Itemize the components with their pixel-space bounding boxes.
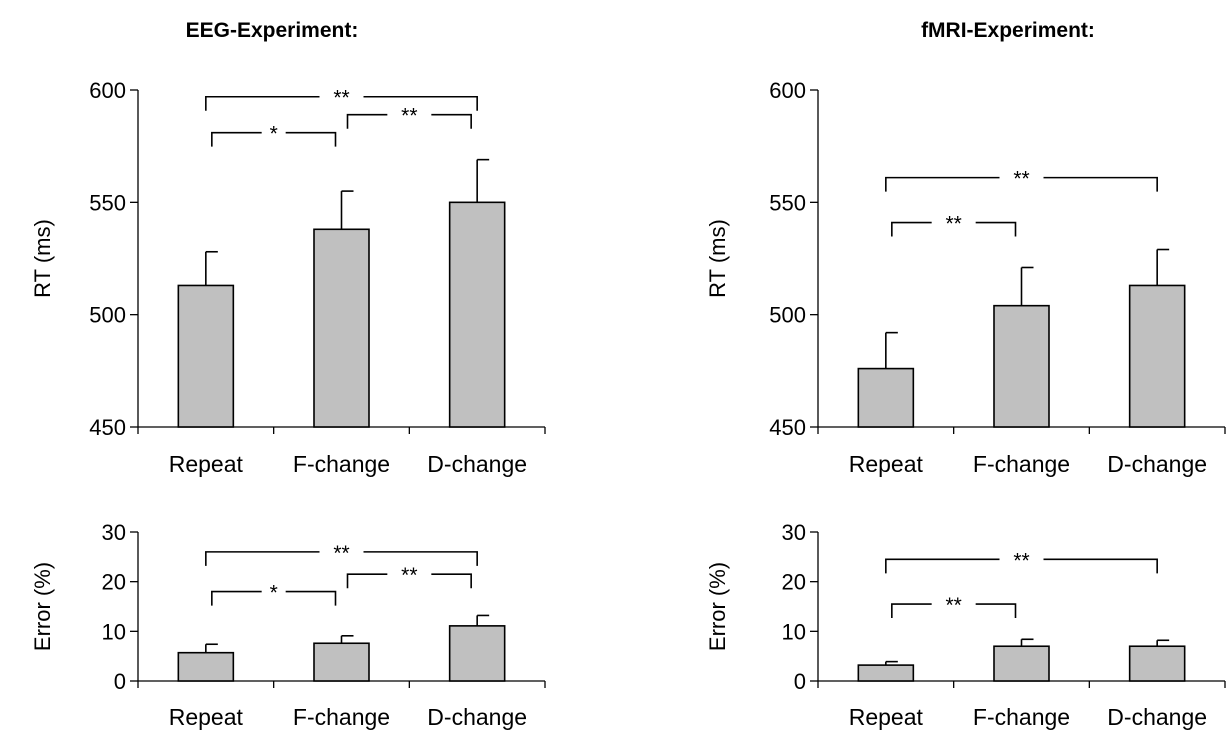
eeg-error-category-label-d-change: D-change	[427, 704, 527, 730]
fmri-rt-y-tick-label: 450	[769, 415, 806, 440]
eeg-error-bar-d-change	[448, 625, 506, 682]
fmri-rt-y-axis-title: RT (ms)	[705, 219, 730, 298]
fmri-error-category-label-repeat: Repeat	[849, 704, 924, 730]
fmri-error-y-tick-label: 10	[782, 619, 806, 644]
eeg-rt-bar-d-change	[448, 201, 506, 428]
eeg-rt-category-label-f-change: F-change	[293, 451, 390, 477]
eeg-rt-significance-repeat-f-change-label: *	[270, 123, 278, 146]
eeg-rt-chart: 450 500 550 600 Repeat F-change D-change RT (ms…	[30, 78, 546, 477]
eeg-error-significance-repeat-d-change-label: **	[333, 542, 349, 565]
eeg-rt-significance-repeat-d-change-right	[363, 95, 478, 111]
eeg-rt-bar-f-change	[313, 228, 370, 428]
fmri-rt-y-tick-label: 550	[769, 190, 806, 215]
eeg-error-y-tick-label: 30	[102, 520, 126, 545]
eeg-rt-category-label-repeat: Repeat	[169, 451, 244, 477]
fmri-error-category-label-f-change: F-change	[973, 704, 1070, 730]
eeg-error-y-tick-label: 20	[102, 570, 126, 595]
eeg-rt-y-axis-title: RT (ms)	[30, 219, 55, 298]
fmri-error-y-tick-label: 20	[782, 570, 806, 595]
fmri-error-chart: 0 10 20 30 Repeat F-change D-change Error (%) **…	[705, 520, 1226, 730]
eeg-rt-significance-repeat-f-change-left	[211, 131, 262, 147]
fmri-error-significance-repeat-f-change-label: **	[945, 594, 961, 617]
fmri-rt-bar-f-change	[993, 304, 1050, 428]
eeg-error-y-tick-label: 0	[114, 669, 126, 694]
fmri-error-y-axis-title: Error (%)	[705, 562, 730, 651]
fmri-error-bar-d-change	[1128, 645, 1186, 682]
fmri-rt-category-label-f-change: F-change	[973, 451, 1070, 477]
fmri-rt-significance-repeat-d-change-label: **	[1013, 168, 1029, 191]
fmri-rt-significance-repeat-d-change-right	[1043, 176, 1158, 192]
eeg-error-significance-repeat-d-change-left	[205, 551, 320, 566]
eeg-error-significance-repeat-f-change-label: *	[270, 582, 278, 605]
eeg-rt-category-label-d-change: D-change	[427, 451, 527, 477]
eeg-rt-significance-f-change-d-change-left	[346, 113, 388, 129]
fmri-error-bar-repeat	[857, 664, 915, 682]
fmri-error-significance-repeat-d-change-label: **	[1013, 549, 1029, 572]
eeg-error-bar-repeat	[177, 651, 235, 682]
eeg-rt-significance-f-change-d-change-right	[431, 113, 472, 129]
fmri-rt-category-label-d-change: D-change	[1107, 451, 1207, 477]
fmri-error-significance-repeat-d-change-left	[885, 558, 1000, 574]
fmri-rt-bar-repeat	[857, 367, 915, 428]
fmri-rt-significance-repeat-f-change-left	[891, 221, 932, 237]
eeg-rt-significance-repeat-d-change-label: **	[333, 87, 349, 110]
eeg-error-category-label-repeat: Repeat	[169, 704, 244, 730]
eeg-rt-significance-repeat-d-change-left	[205, 95, 320, 111]
eeg-error-y-tick-label: 10	[102, 619, 126, 644]
eeg-rt-significance-repeat-f-change-right	[285, 131, 337, 147]
fmri-error-y-tick-label: 0	[794, 669, 806, 694]
fmri-error-y-tick-label: 30	[782, 520, 806, 545]
eeg-experiment-title: EEG-Experiment:	[186, 19, 359, 42]
eeg-error-significance-repeat-d-change-right	[363, 551, 478, 566]
fmri-experiment-title: fMRI-Experiment:	[921, 19, 1095, 42]
fmri-error-bar-f-change	[993, 645, 1050, 682]
eeg-error-significance-f-change-d-change-right	[431, 573, 472, 589]
eeg-error-category-label-f-change: F-change	[293, 704, 390, 730]
eeg-rt-significance-f-change-d-change-label: **	[401, 105, 417, 128]
eeg-rt-bar-repeat	[177, 284, 235, 428]
eeg-error-significance-repeat-f-change-right	[285, 590, 337, 606]
fmri-rt-bar-d-change	[1128, 284, 1186, 428]
eeg-rt-y-tick-label: 550	[89, 190, 126, 215]
eeg-error-significance-repeat-f-change-left	[211, 590, 262, 606]
fmri-error-category-label-d-change: D-change	[1107, 704, 1207, 730]
eeg-rt-y-tick-label: 600	[89, 78, 126, 103]
fmri-rt-y-tick-label: 600	[769, 78, 806, 103]
fmri-error-significance-repeat-f-change-left	[891, 603, 932, 619]
fmri-rt-y-tick-label: 500	[769, 303, 806, 328]
eeg-rt-y-tick-label: 450	[89, 415, 126, 440]
eeg-rt-y-tick-label: 500	[89, 303, 126, 328]
eeg-error-bar-f-change	[313, 642, 370, 682]
fmri-error-significance-repeat-f-change-right	[975, 603, 1017, 619]
fmri-error-significance-repeat-d-change-right	[1043, 558, 1158, 574]
fmri-rt-significance-repeat-f-change-right	[975, 221, 1017, 237]
eeg-error-significance-f-change-d-change-left	[346, 573, 388, 589]
fmri-rt-category-label-repeat: Repeat	[849, 451, 924, 477]
fmri-rt-significance-repeat-d-change-left	[885, 176, 1000, 192]
eeg-error-significance-f-change-d-change-label: **	[401, 564, 417, 587]
eeg-error-y-axis-title: Error (%)	[30, 562, 55, 651]
fmri-rt-significance-repeat-f-change-label: **	[945, 213, 961, 236]
fmri-rt-chart: 450 500 550 600 Repeat F-change D-change RT (ms…	[705, 78, 1226, 477]
